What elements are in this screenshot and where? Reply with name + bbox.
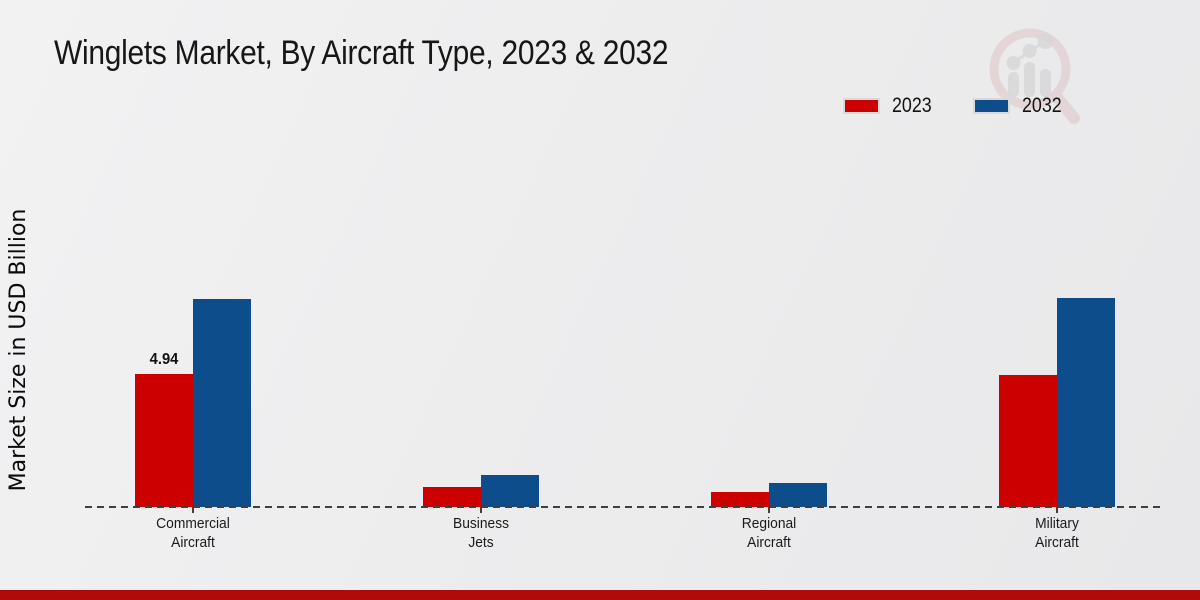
legend-label-2023: 2023 bbox=[892, 94, 932, 117]
bar-2032-military-aircraft bbox=[1057, 298, 1115, 507]
legend-item-2023: 2023 bbox=[843, 94, 939, 118]
bar-2032-commercial-aircraft bbox=[193, 299, 251, 507]
axis-tick-military-aircraft bbox=[1056, 507, 1058, 513]
bar-2032-business-jets bbox=[481, 475, 539, 507]
legend: 2023 2032 bbox=[843, 94, 1068, 118]
legend-swatch-2032 bbox=[972, 98, 1010, 114]
bar-2023-military-aircraft bbox=[999, 375, 1057, 507]
category-label-commercial-aircraft: Commercial Aircraft bbox=[156, 515, 230, 551]
category-label-military-aircraft: Military Aircraft bbox=[1035, 515, 1079, 551]
bar-2023-regional-aircraft bbox=[711, 492, 769, 507]
footer-accent-bar bbox=[0, 590, 1200, 600]
bar-2032-regional-aircraft bbox=[769, 483, 827, 507]
bar-2023-business-jets bbox=[423, 487, 481, 507]
bar-value-label: 4.94 bbox=[149, 351, 179, 368]
bar-2023-commercial-aircraft bbox=[135, 374, 193, 507]
legend-swatch-2023 bbox=[843, 98, 880, 114]
chart-title: Winglets Market, By Aircraft Type, 2023 … bbox=[54, 34, 669, 72]
legend-item-2032: 2032 bbox=[972, 94, 1069, 118]
category-label-regional-aircraft: Regional Aircraft bbox=[741, 515, 797, 551]
axis-tick-commercial-aircraft bbox=[192, 507, 194, 513]
axis-tick-business-jets bbox=[480, 507, 482, 513]
axis-tick-regional-aircraft bbox=[768, 507, 770, 513]
x-axis-dashed-line bbox=[85, 506, 1163, 508]
magnifier-analytics-logo-icon bbox=[989, 28, 1080, 124]
category-label-business-jets: Business Jets bbox=[452, 515, 510, 551]
legend-label-2032: 2032 bbox=[1021, 94, 1062, 117]
